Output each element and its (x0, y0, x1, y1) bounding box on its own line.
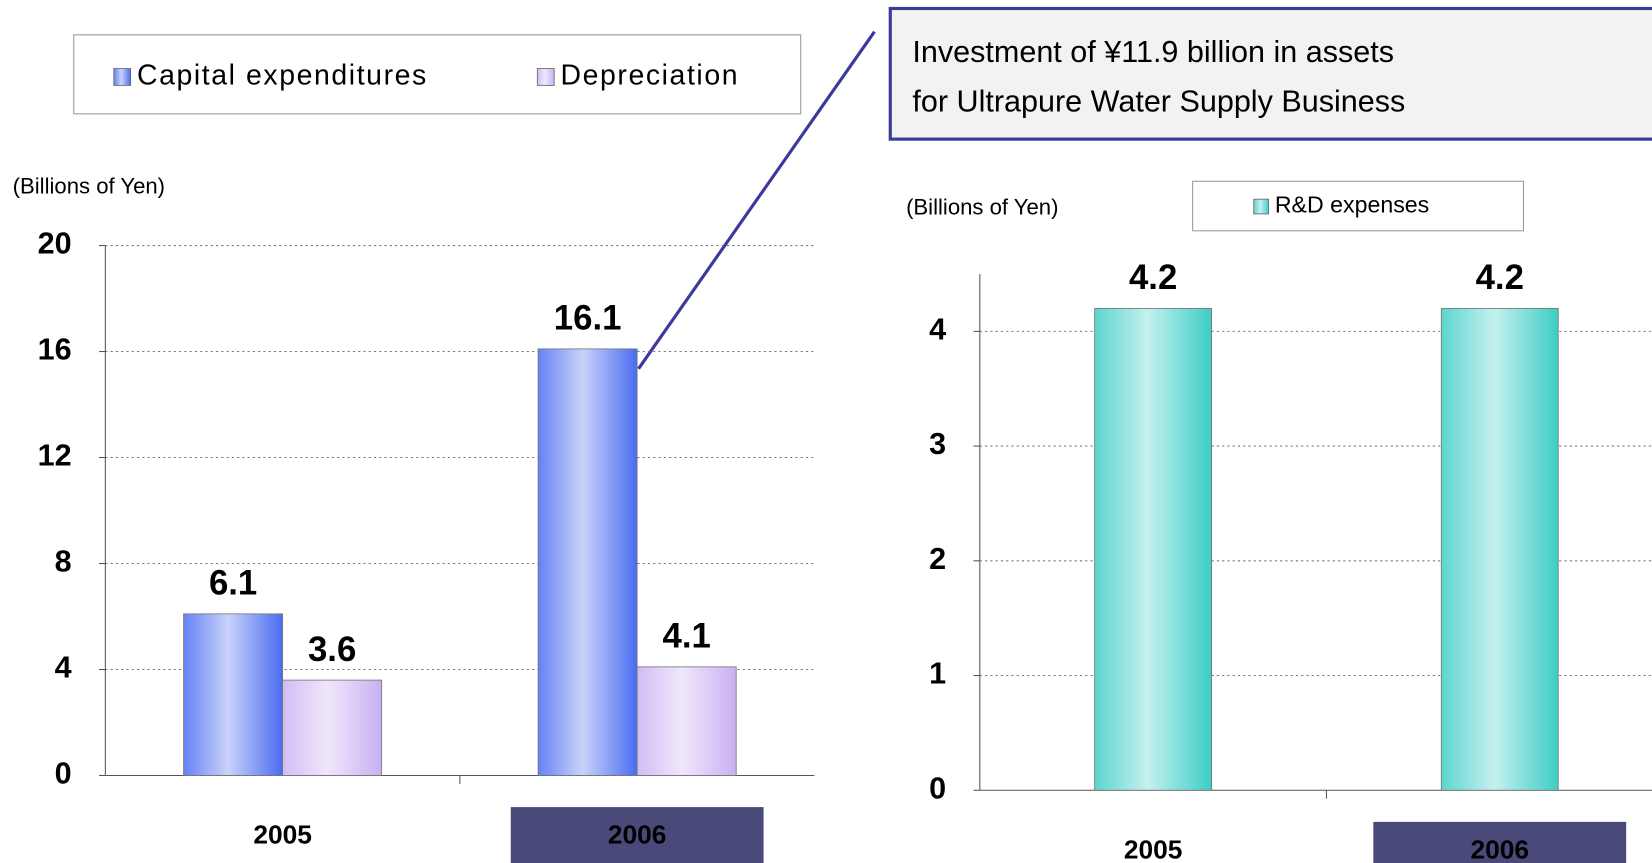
annotation-text: for Ultrapure Water Supply Business (912, 84, 1405, 118)
legend-swatch (1253, 198, 1269, 215)
value-label: 3.6 (308, 631, 356, 669)
bar (183, 613, 284, 776)
bar (1440, 307, 1559, 791)
y-tick-label: 4 (55, 651, 72, 685)
bar (282, 679, 383, 776)
legend-swatch (536, 68, 555, 86)
annotation-text: Investment of ¥11.9 billion in assets (912, 35, 1394, 69)
x-tick-label: 2006 (1470, 834, 1529, 863)
x-tick-label: 2005 (253, 820, 312, 850)
y-tick-label: 2 (929, 542, 946, 576)
category-highlight (1373, 821, 1627, 863)
y-tick-label: 1 (929, 657, 946, 691)
y-tick-label: 0 (929, 771, 946, 805)
y-tick-label: 12 (38, 439, 72, 473)
legend-label: Depreciation (561, 59, 740, 91)
x-tick-label: 2005 (1124, 834, 1183, 863)
x-tick-label: 2006 (608, 820, 667, 850)
bar (1094, 307, 1213, 791)
annotation-connector (637, 30, 876, 370)
bar (636, 666, 737, 776)
y-axis-label: (Billions of Yen) (13, 173, 165, 198)
category-highlight (510, 807, 764, 863)
legend-label: Capital expenditures (137, 59, 428, 91)
y-tick-label: 0 (55, 757, 72, 791)
value-label: 4.1 (663, 618, 711, 656)
y-tick-label: 16 (38, 333, 72, 367)
value-label: 4.2 (1476, 259, 1524, 297)
bar (537, 348, 638, 776)
legend-label: R&D expenses (1275, 192, 1429, 218)
y-axis-label: (Billions of Yen) (906, 195, 1058, 220)
value-label: 6.1 (209, 565, 257, 603)
y-tick-label: 8 (55, 545, 72, 579)
value-label: 16.1 (554, 300, 622, 338)
legend-box (73, 34, 802, 115)
legend-swatch (113, 68, 132, 86)
y-tick-label: 3 (929, 427, 946, 461)
value-label: 4.2 (1129, 259, 1177, 297)
legend-box (1192, 180, 1524, 232)
y-tick-label: 4 (929, 312, 946, 346)
annotation-box (888, 6, 1652, 141)
y-tick-label: 20 (38, 227, 72, 261)
